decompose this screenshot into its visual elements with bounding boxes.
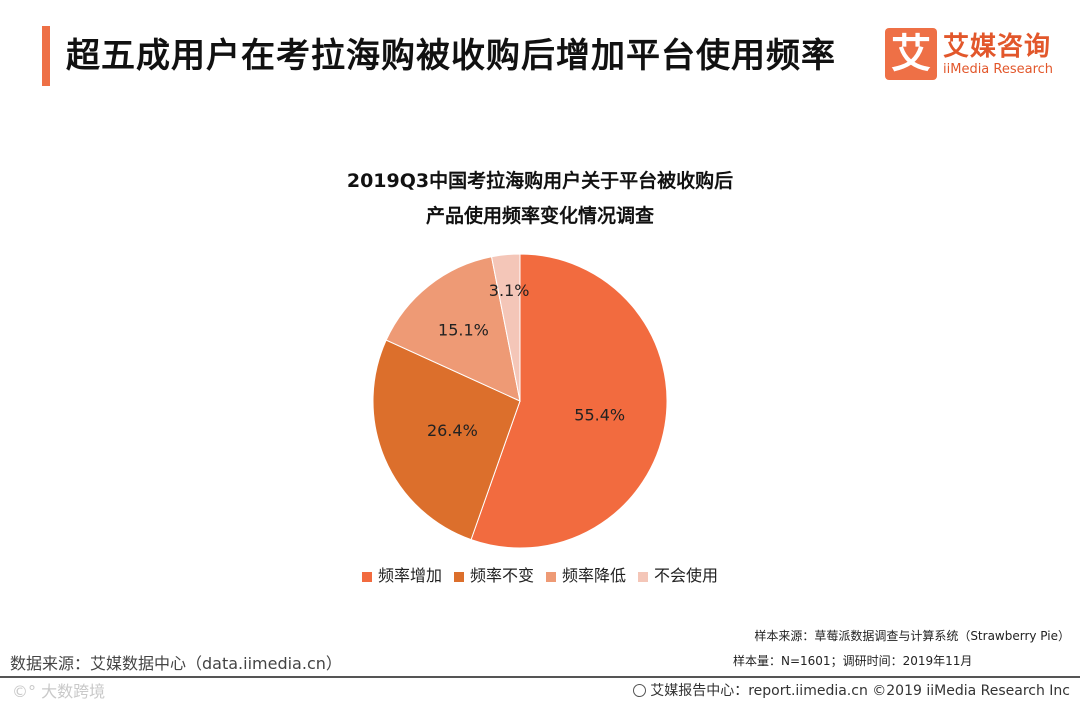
chart-title-line1: 2019Q3中国考拉海购用户关于平台被收购后 bbox=[346, 170, 734, 192]
pie-slice bbox=[385, 256, 521, 402]
chart-legend: 频率增加 频率不变 频率降低 不会使用 bbox=[0, 562, 1080, 586]
footer-watermark: ©° 大数跨境 bbox=[12, 682, 106, 701]
data-source-note: 数据来源：艾媒数据中心（data.iimedia.cn） bbox=[10, 654, 342, 673]
legend-item: 频率降低 bbox=[546, 562, 626, 586]
legend-swatch bbox=[453, 571, 464, 582]
brand-name: 艾媒咨询 bbox=[943, 32, 1052, 62]
legend-label: 频率增加 bbox=[377, 566, 442, 585]
legend-item: 频率不变 bbox=[453, 562, 534, 586]
sample-source-note: 样本来源：草莓派数据调查与计算系统（Strawberry Pie） bbox=[754, 629, 1070, 643]
legend-item: 不会使用 bbox=[638, 562, 718, 586]
legend-swatch bbox=[361, 571, 372, 582]
title-accent-bar bbox=[42, 26, 50, 86]
globe-icon bbox=[633, 684, 647, 697]
brand-mark-icon: 艾 bbox=[885, 28, 937, 80]
legend-swatch bbox=[546, 571, 556, 582]
legend-item: 频率增加 bbox=[361, 562, 442, 586]
pie-slice bbox=[490, 253, 521, 402]
brand-logo: 艾 艾媒咨询 iiMedia Research bbox=[885, 26, 1070, 82]
pie-chart: 55.4% 26.4% 15.1% 3.1% bbox=[372, 253, 668, 549]
footer-divider bbox=[0, 676, 1080, 678]
pie-slice-label: 3.1% bbox=[489, 281, 530, 300]
sample-size-note: 样本量：N=1601；调研时间：2019年11月 bbox=[733, 654, 973, 668]
pie-slice-label: 26.4% bbox=[427, 421, 478, 440]
page-title: 超五成用户在考拉海购被收购后增加平台使用频率 bbox=[66, 36, 836, 76]
brand-subtitle: iiMedia Research bbox=[943, 62, 1054, 77]
footer-credit-text: 艾媒报告中心：report.iimedia.cn ©2019 iiMedia R… bbox=[650, 683, 1070, 699]
legend-swatch bbox=[638, 571, 649, 582]
pie-slice-label: 55.4% bbox=[574, 406, 625, 425]
legend-label: 不会使用 bbox=[654, 566, 719, 585]
footer-credit: 艾媒报告中心：report.iimedia.cn ©2019 iiMedia R… bbox=[633, 680, 1070, 700]
chart-title-line2: 产品使用频率变化情况调查 bbox=[425, 205, 654, 227]
pie-slice bbox=[372, 339, 521, 541]
legend-label: 频率不变 bbox=[469, 566, 534, 585]
legend-label: 频率降低 bbox=[562, 566, 627, 585]
pie-slice-label: 15.1% bbox=[438, 321, 489, 340]
